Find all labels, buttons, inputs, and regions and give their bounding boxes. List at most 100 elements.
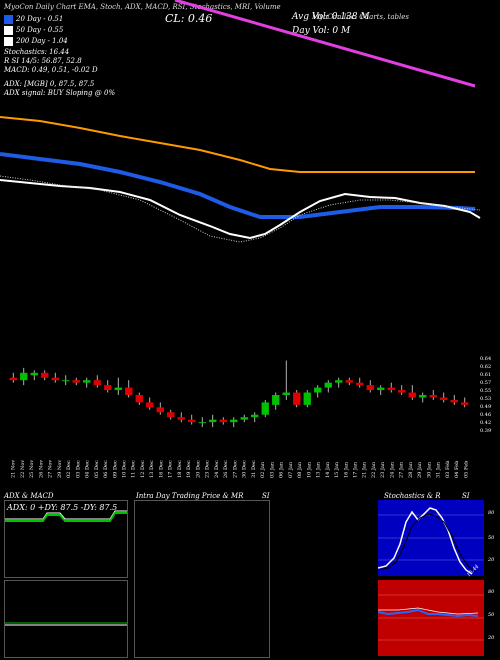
candle-body: [41, 372, 49, 378]
candle-body: [167, 412, 175, 418]
price-tick-label: 0.55: [480, 388, 491, 394]
date-tick-label: 27 Nov: [48, 460, 54, 478]
date-tick-label: 03 Feb: [445, 461, 451, 478]
date-tick-label: 17 Jan: [353, 461, 359, 478]
price-tick-label: 0.42: [480, 420, 491, 426]
legend-ema50: 50 Day - 0.55: [16, 26, 64, 34]
legend-adx-signal: ADX signal: BUY Sloping @ 0%: [4, 89, 116, 97]
date-tick-label: 22 Jan: [371, 461, 377, 478]
candle-body: [177, 417, 185, 420]
candle-body: [30, 372, 38, 376]
date-tick-label: 05 Dec: [94, 460, 100, 478]
stoch-si-label: SI: [462, 492, 470, 500]
macd-lines: [5, 622, 127, 626]
candle-body: [293, 392, 301, 405]
date-tick-label: 09 Dec: [112, 460, 118, 478]
candle-body: [230, 419, 238, 423]
candle-body: [146, 402, 154, 408]
adx-panel-title: ADX & MACD: [4, 492, 54, 500]
candle-body: [251, 414, 259, 418]
candle-body: [461, 402, 469, 405]
date-tick-label: 30 Jan: [426, 461, 432, 478]
candle-body: [408, 392, 416, 398]
day-volume: Day Vol: 0 M: [292, 26, 351, 36]
rsi-tick-80: 80: [488, 589, 495, 595]
candle-body: [450, 399, 458, 403]
date-tick-label: 11 Dec: [131, 460, 137, 478]
candle-body: [198, 422, 206, 424]
candle-series: [9, 360, 469, 428]
legend-adx: ADX: [MGB] 0, 87.5, 87.5: [4, 80, 95, 88]
intraday-panel: [134, 500, 270, 658]
candle-body: [156, 407, 164, 413]
date-tick-label: 13 Dec: [149, 460, 155, 478]
candle-body: [314, 387, 322, 393]
ema20-line: [0, 179, 481, 240]
date-tick-label: 26 Nov: [38, 460, 44, 478]
adx-panel: ADX: 0 +DY: 87.5 -DY: 87.5: [4, 500, 128, 578]
intraday-si-label: SI: [262, 492, 270, 500]
adx-lines: [5, 510, 127, 522]
price-tick-label: 0.57: [480, 380, 491, 386]
legend-rsi: R SI 14/5: 56.87, 52.8: [4, 57, 82, 65]
date-tick-label: 21 Nov: [11, 460, 17, 478]
stoch-tick-50: 50: [488, 535, 495, 541]
candle-body: [240, 417, 248, 420]
candle-body: [335, 380, 343, 383]
stoch-panel: [378, 500, 484, 576]
candle-body: [398, 390, 406, 393]
candle-body: [356, 382, 364, 386]
candle-body: [387, 387, 395, 391]
date-tick-label: 07 Jan: [288, 461, 294, 478]
date-tick-label: 06 Dec: [103, 460, 109, 478]
date-tick-label: 02 Dec: [66, 460, 72, 478]
date-tick-label: 28 Jan: [408, 461, 414, 478]
candle-body: [104, 385, 112, 391]
date-tick-label: 04 Feb: [454, 461, 460, 478]
candle-body: [72, 380, 80, 383]
rsi-panel: [378, 580, 484, 656]
price-axis: 0.64 0.62 0.61 0.57 0.55 0.53 0.49 0.46 0.42 0.39: [480, 356, 491, 434]
date-tick-label: 14 Jan: [325, 461, 331, 478]
date-tick-label: 08 Jan: [297, 461, 303, 478]
rsi-tick-50: 50: [488, 612, 495, 618]
candle-body: [114, 387, 122, 391]
date-tick-label: 06 Jan: [279, 461, 285, 478]
candle-body: [440, 397, 448, 400]
date-tick-label: 16 Dec: [158, 460, 164, 478]
date-tick-label: 26 Dec: [223, 460, 229, 478]
rsi-lines: [378, 594, 484, 641]
candle-body: [345, 380, 353, 383]
date-tick-label: 27 Dec: [232, 460, 238, 478]
chart-header-line: MyoCon Daily Chart EMA, Stoch, ADX, MACD…: [4, 3, 281, 11]
date-tick-label: 03 Dec: [75, 460, 81, 478]
legend-ema200: 200 Day - 1.04: [16, 37, 68, 45]
date-tick-label: 24 Dec: [214, 460, 220, 478]
candle-body: [83, 380, 91, 383]
date-tick-label: 19 Dec: [186, 460, 192, 478]
rsi-tick-20: 20: [488, 635, 495, 641]
date-tick-label: 04 Dec: [85, 460, 91, 478]
date-tick-label: 10 Jan: [306, 461, 312, 478]
date-tick-label: 24 Jan: [389, 461, 395, 478]
legend-ema20: 20 Day - 0.51: [16, 15, 64, 23]
price-tick-label: 0.61: [480, 372, 491, 378]
candle-body: [209, 419, 217, 423]
date-tick-label: 23 Dec: [205, 460, 211, 478]
date-tick-label: 31 Jan: [436, 461, 442, 478]
candle-body: [419, 395, 427, 398]
price-tick-label: 0.64: [480, 356, 491, 362]
stoch-tick-80: 80: [488, 510, 495, 516]
date-tick-label: 13 Jan: [316, 461, 322, 478]
candle-body: [135, 395, 143, 403]
candle-body: [324, 382, 332, 388]
date-tick-label: 10 Dec: [122, 460, 128, 478]
date-tick-label: 20 Dec: [195, 460, 201, 478]
ema50-line: [0, 152, 476, 219]
candle-body: [9, 377, 17, 381]
candle-body: [188, 419, 196, 423]
date-tick-label: 31 Dec: [251, 460, 257, 478]
candle-body: [366, 385, 374, 391]
company-name: MyoCon Inc. Charts, tables: [312, 13, 409, 21]
price-tick-label: 0.39: [480, 428, 491, 434]
